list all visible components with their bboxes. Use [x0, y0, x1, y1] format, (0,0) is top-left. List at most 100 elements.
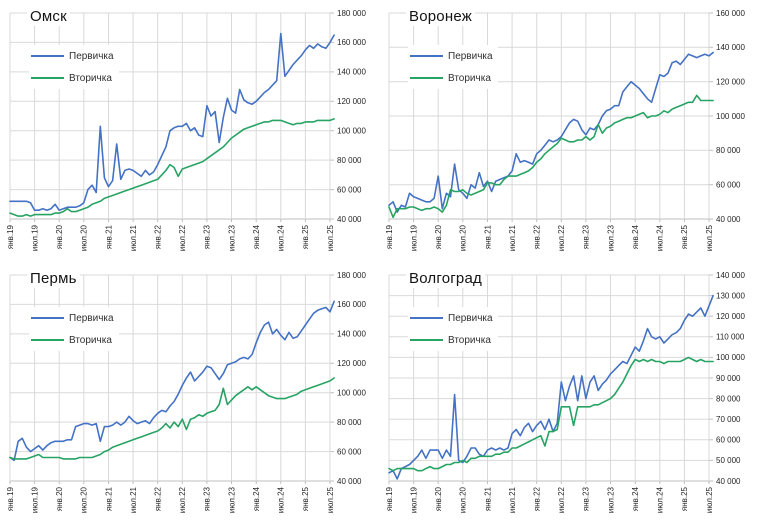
legend-item-pervichka: Первичка — [29, 307, 119, 329]
x-axis-label: янв.20 — [55, 486, 64, 511]
chart-title: Пермь — [27, 270, 80, 288]
x-axis-label: июл.23 — [227, 486, 236, 513]
x-axis-label: июл.21 — [508, 486, 517, 513]
legend-label: Вторичка — [69, 334, 112, 346]
x-axis-label: янв.22 — [533, 224, 542, 249]
legend-item-pervichka: Первичка — [29, 45, 119, 67]
x-axis-label: июл.19 — [409, 486, 418, 513]
chart-title: Омск — [27, 8, 70, 26]
plot-area-voronezh: 40 000 60 000 80 000 100 000 120 000 140 000 1… — [385, 9, 746, 251]
series-line-vtorichka — [9, 377, 335, 460]
vtorichka-line-swatch — [410, 77, 443, 79]
series-line-pervichka — [9, 300, 335, 462]
y-axis-label: 100 000 — [337, 389, 366, 398]
x-axis-label: янв.23 — [203, 486, 212, 511]
x-axis-label: янв.22 — [533, 486, 542, 511]
x-axis-label: июл.25 — [326, 224, 335, 251]
legend-item-vtorichka: Вторичка — [29, 329, 119, 351]
y-axis-label: 40 000 — [337, 477, 362, 486]
chart-title: Воронеж — [406, 8, 475, 26]
x-axis-label: июл.20 — [80, 486, 89, 513]
x-axis-label: июл.25 — [326, 486, 335, 513]
x-axis-label: янв.25 — [301, 224, 310, 249]
pervichka-line-swatch — [410, 317, 443, 319]
y-axis-label: 100 000 — [337, 127, 366, 136]
y-axis-label: 80 000 — [337, 418, 362, 427]
x-axis-label: июл.22 — [557, 486, 566, 513]
y-axis-label: 60 000 — [337, 447, 362, 456]
chart-voronezh: 40 000 60 000 80 000 100 000 120 000 140 000 1… — [379, 0, 758, 262]
x-axis-label: июл.23 — [606, 486, 615, 513]
x-axis-label: янв.21 — [483, 224, 492, 249]
y-axis-label: 70 000 — [716, 415, 741, 424]
x-axis-label: июл.22 — [557, 224, 566, 251]
x-axis-label: янв.24 — [252, 224, 261, 249]
legend-label: Вторичка — [448, 334, 491, 346]
y-axis-label: 60 000 — [716, 181, 741, 190]
y-axis-label: 40 000 — [716, 215, 741, 224]
x-axis-label: июл.20 — [459, 224, 468, 251]
x-axis-label: июл.24 — [656, 486, 665, 513]
chart-legend: Первичка Вторичка — [408, 307, 498, 351]
x-axis-label: янв.23 — [582, 486, 591, 511]
x-axis-label: янв.24 — [631, 486, 640, 511]
x-axis-label: июл.19 — [30, 224, 39, 251]
y-axis-label: 50 000 — [716, 456, 741, 465]
x-axis-label: янв.22 — [154, 486, 163, 511]
y-axis-label: 120 000 — [337, 97, 366, 106]
x-axis-label: янв.21 — [104, 486, 113, 511]
x-axis-label: июл.19 — [409, 224, 418, 251]
x-axis-label: янв.23 — [203, 224, 212, 249]
y-axis-label: 120 000 — [337, 359, 366, 368]
y-axis-label: 160 000 — [337, 300, 366, 309]
chart-perm: 40 000 60 000 80 000 100 000 120 000 140 000 1… — [0, 262, 379, 524]
x-axis-label: янв.25 — [680, 224, 689, 249]
y-axis-label: 80 000 — [716, 146, 741, 155]
chart-legend: Первичка Вторичка — [29, 307, 119, 351]
legend-label: Первичка — [69, 312, 114, 324]
chart-legend: Первичка Вторичка — [408, 45, 498, 89]
x-axis-label: июл.22 — [178, 224, 187, 251]
y-axis-label: 100 000 — [716, 353, 745, 362]
y-axis-label: 140 000 — [716, 271, 745, 280]
y-axis-label: 180 000 — [337, 271, 366, 280]
vtorichka-line-swatch — [410, 339, 443, 341]
y-axis-label: 120 000 — [716, 78, 745, 87]
x-axis-label: июл.24 — [277, 224, 286, 251]
y-axis-label: 160 000 — [337, 38, 366, 47]
legend-item-pervichka: Первичка — [408, 45, 498, 67]
x-axis-label: янв.21 — [483, 486, 492, 511]
x-axis-label: июл.20 — [459, 486, 468, 513]
chart-omsk: 40 000 60 000 80 000 100 000 120 000 140 000 1… — [0, 0, 379, 262]
x-axis-label: янв.19 — [6, 224, 15, 249]
x-axis-label: янв.24 — [631, 224, 640, 249]
vtorichka-line-swatch — [31, 339, 64, 341]
x-axis-label: янв.25 — [301, 486, 310, 511]
series-line-pervichka — [9, 32, 335, 211]
y-axis-label: 120 000 — [716, 312, 745, 321]
y-axis-label: 100 000 — [716, 112, 745, 121]
y-axis-label: 180 000 — [337, 9, 366, 18]
x-axis-label: янв.19 — [385, 486, 394, 511]
chart-volgograd: 40 000 50 000 60 000 70 000 80 000 90 000 100 … — [379, 262, 758, 524]
legend-label: Вторичка — [448, 72, 491, 84]
x-axis-label: июл.20 — [80, 224, 89, 251]
y-axis-label: 60 000 — [337, 185, 362, 194]
x-axis-label: янв.20 — [434, 486, 443, 511]
y-axis-label: 140 000 — [716, 43, 745, 52]
x-axis-label: июл.21 — [508, 224, 517, 251]
legend-item-vtorichka: Вторичка — [408, 67, 498, 89]
legend-item-pervichka: Первичка — [408, 307, 498, 329]
x-axis-label: янв.25 — [680, 486, 689, 511]
legend-label: Вторичка — [69, 72, 112, 84]
pervichka-line-swatch — [31, 55, 64, 57]
series-line-vtorichka — [388, 94, 714, 219]
chart-legend: Первичка Вторичка — [29, 45, 119, 89]
y-axis-label: 140 000 — [337, 68, 366, 77]
series-line-vtorichka — [9, 118, 335, 217]
pervichka-line-swatch — [31, 317, 64, 319]
pervichka-line-swatch — [410, 55, 443, 57]
y-axis-label: 130 000 — [716, 291, 745, 300]
x-axis-label: июл.19 — [30, 486, 39, 513]
